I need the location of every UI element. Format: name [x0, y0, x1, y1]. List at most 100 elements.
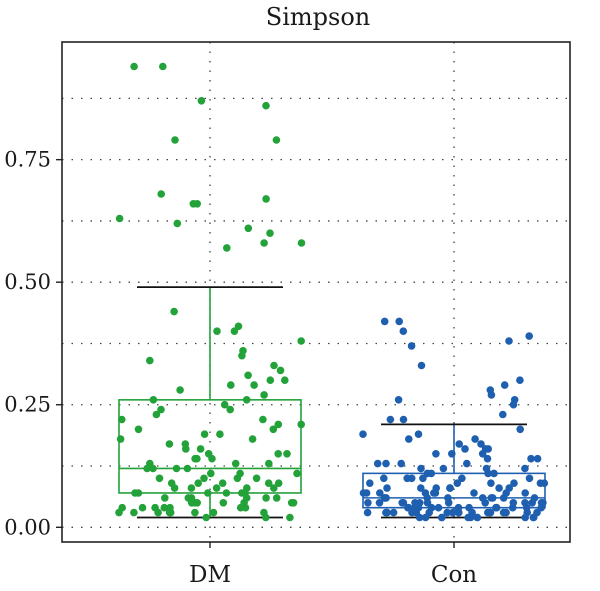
box-iqr [362, 472, 546, 509]
data-point [468, 508, 476, 517]
data-point [399, 499, 408, 507]
data-point [540, 479, 549, 488]
chart-title: Simpson [266, 3, 370, 31]
data-point [274, 450, 283, 458]
data-point [516, 425, 524, 434]
data-point [373, 459, 382, 468]
data-point [533, 508, 541, 517]
data-point [297, 337, 306, 345]
data-point [483, 454, 492, 463]
data-point [143, 464, 151, 473]
data-point [200, 474, 208, 483]
data-point [432, 450, 440, 458]
data-point [165, 440, 174, 448]
data-point [157, 405, 165, 414]
data-point [527, 454, 535, 463]
data-point [130, 508, 138, 517]
data-point [399, 415, 408, 424]
data-point [272, 494, 281, 502]
data-point [244, 224, 253, 233]
data-point [286, 513, 294, 522]
data-point [274, 420, 283, 429]
data-point [219, 499, 228, 507]
data-point [194, 479, 202, 488]
data-point [380, 317, 389, 326]
y-tick-label: 0.50 [4, 270, 51, 294]
data-point [500, 381, 509, 389]
data-point [407, 342, 416, 350]
data-point [417, 484, 425, 492]
data-point [380, 474, 388, 483]
data-point [269, 425, 278, 434]
data-point [252, 474, 261, 483]
data-point [394, 396, 403, 404]
data-point [399, 327, 408, 336]
data-point [389, 508, 398, 517]
data-point [244, 371, 252, 380]
data-point [159, 62, 167, 71]
data-point [502, 489, 511, 497]
data-point [200, 430, 209, 439]
data-point [218, 479, 227, 488]
data-point [419, 474, 427, 483]
data-point [405, 435, 413, 443]
data-point [490, 469, 498, 478]
data-point [397, 459, 406, 468]
data-point [449, 508, 457, 517]
data-point [439, 464, 448, 473]
data-point [197, 97, 206, 105]
data-point [149, 396, 158, 404]
data-point [478, 450, 487, 458]
data-point [216, 430, 224, 439]
plot-frame [61, 41, 571, 543]
data-point [417, 361, 426, 370]
data-point [116, 435, 125, 443]
data-point [230, 327, 239, 336]
data-point [502, 508, 510, 517]
data-point [157, 190, 165, 198]
data-point [448, 450, 456, 458]
data-point [260, 391, 268, 399]
data-point [231, 459, 240, 468]
data-point [487, 494, 496, 502]
data-point [522, 503, 531, 512]
data-point [510, 479, 518, 488]
data-point [270, 361, 278, 370]
data-point [266, 229, 274, 237]
data-point [183, 464, 192, 473]
data-point [382, 459, 390, 468]
data-point [487, 479, 495, 488]
data-point [170, 307, 178, 316]
data-point [146, 356, 154, 365]
data-point [417, 464, 425, 473]
data-point [366, 479, 374, 488]
data-point [248, 435, 257, 443]
data-point [478, 494, 487, 502]
data-point [262, 195, 270, 203]
data-point [444, 494, 452, 502]
data-point [386, 415, 395, 424]
data-point [283, 450, 291, 458]
data-point [289, 499, 298, 507]
data-point [130, 62, 138, 71]
data-point [427, 503, 436, 512]
data-point [382, 508, 390, 517]
y-tick-label: 0.75 [4, 148, 51, 172]
x-tick-label: DM [189, 562, 231, 588]
data-point [202, 513, 210, 522]
data-point [411, 499, 419, 507]
data-point [458, 474, 466, 483]
box-layer [118, 286, 546, 519]
data-point [238, 351, 246, 360]
data-point [212, 484, 221, 492]
data-point [266, 376, 275, 385]
data-point [161, 494, 169, 502]
data-point [376, 489, 384, 497]
data-point [118, 415, 126, 424]
data-point [193, 200, 201, 208]
data-point [264, 479, 273, 488]
point-layer [115, 62, 549, 522]
data-point [525, 332, 533, 340]
data-point [270, 484, 278, 492]
